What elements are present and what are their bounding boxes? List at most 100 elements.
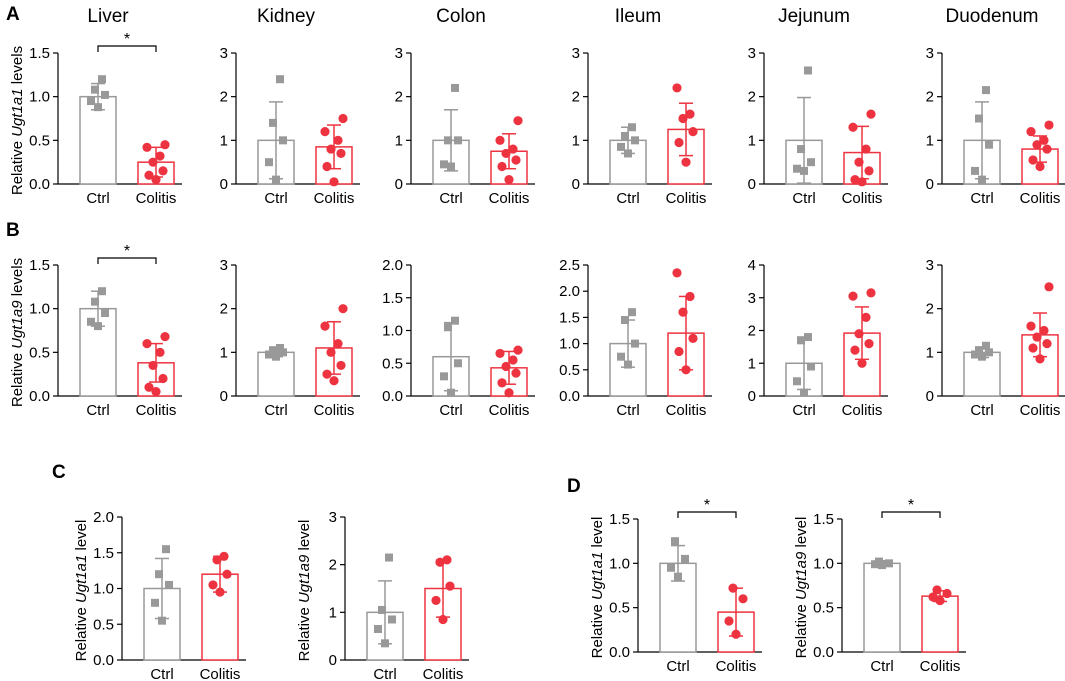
y-axis-label-part: Relative: [296, 603, 313, 661]
y-tick-label: 0.0: [559, 388, 580, 405]
data-point-circle: [333, 135, 343, 145]
x-label-colitis: Colitis: [314, 402, 355, 419]
x-label-colitis: Colitis: [314, 190, 355, 207]
data-point-circle: [442, 555, 452, 565]
y-tick-label: 1: [926, 344, 934, 361]
chart-area: 0.0 0.5 1.0 1.5 Ctrl Colitis * Liver Relative Ug…: [9, 6, 1065, 681]
significance-bracket: [97, 257, 157, 264]
x-label-colitis: Colitis: [200, 666, 241, 681]
data-point-square: [162, 545, 170, 554]
data-point-square: [440, 160, 448, 169]
y-axis-label: Relative Ugt1a1 level: [73, 520, 90, 662]
data-point-circle: [1032, 140, 1042, 150]
data-point-square: [388, 615, 396, 624]
data-point-circle: [928, 592, 938, 602]
data-point-square: [94, 103, 102, 112]
chart-title: Duodenum: [946, 6, 1039, 27]
data-point-circle: [329, 376, 339, 386]
y-axis-label: Relative Ugt1a9 levels: [9, 258, 26, 407]
y-tick-label: 2: [572, 89, 580, 106]
data-point-circle: [864, 339, 874, 349]
chart-1: 0.0 0.5 1.0 1.5 Ctrl Colitis * Liver Relative Ug…: [9, 6, 182, 207]
data-point-square: [269, 346, 277, 355]
data-point-circle: [336, 148, 346, 159]
data-point-square: [971, 166, 979, 175]
y-axis-label: Relative Ugt1a9 level: [793, 517, 810, 659]
chart-15: 0.0 0.5 1.0 1.5 Ctrl Colitis * Relative Ugt1a1 …: [589, 497, 762, 675]
data-point-square: [374, 625, 382, 634]
data-point-circle: [866, 109, 876, 119]
y-tick-label: 1.0: [609, 555, 630, 572]
y-tick-label: 2: [748, 323, 756, 340]
data-point-circle: [329, 177, 339, 187]
y-tick-label: 0: [926, 388, 934, 405]
data-point-circle: [513, 345, 523, 355]
data-point-square: [978, 175, 986, 184]
y-tick-label: 3: [926, 45, 934, 62]
y-tick-label: 0.0: [29, 176, 50, 193]
x-label-ctrl: Ctrl: [86, 190, 109, 207]
data-point-square: [451, 316, 459, 325]
data-point-square: [628, 308, 636, 317]
data-point-circle: [1028, 343, 1038, 353]
chart-title: Liver: [87, 6, 129, 27]
data-point-square: [447, 388, 455, 397]
data-point-circle: [850, 345, 860, 355]
chart-14: 0 1 2 3 Ctrl Colitis Relative Ugt1a9 level: [296, 509, 469, 681]
y-tick-label: 0.5: [559, 362, 580, 379]
data-point-circle: [333, 339, 343, 349]
data-point-circle: [1026, 127, 1036, 137]
data-point-square: [985, 348, 993, 357]
chart-title: Kidney: [257, 6, 316, 27]
data-point-circle: [158, 373, 168, 384]
chart-title: Ileum: [615, 6, 661, 27]
data-point-square: [91, 85, 99, 94]
y-tick-label: 3: [572, 45, 580, 62]
y-tick-label: 1.0: [813, 555, 834, 572]
y-tick-label: 3: [748, 290, 756, 307]
data-point-circle: [151, 175, 161, 185]
data-point-circle: [857, 177, 867, 187]
x-label-ctrl: Ctrl: [666, 658, 689, 675]
chart-title: Jejunum: [778, 6, 850, 27]
data-point-square: [454, 359, 462, 368]
data-point-circle: [148, 157, 158, 167]
y-tick-label: 0: [329, 652, 337, 669]
data-point-circle: [688, 127, 698, 137]
data-point-circle: [148, 360, 158, 371]
data-point-square: [621, 316, 629, 325]
x-label-ctrl: Ctrl: [792, 402, 815, 419]
data-point-circle: [144, 170, 154, 180]
x-label-colitis: Colitis: [716, 658, 757, 675]
x-label-colitis: Colitis: [920, 658, 961, 675]
data-point-square: [631, 339, 639, 348]
bar-ctrl: [863, 562, 901, 653]
y-axis-label-part: Relative: [73, 603, 90, 661]
y-tick-label: 0.5: [813, 600, 834, 617]
data-point-circle: [1042, 339, 1052, 349]
x-label-colitis: Colitis: [666, 190, 707, 207]
y-tick-label: 2.0: [382, 257, 403, 274]
data-point-circle: [674, 346, 684, 357]
data-point-square: [158, 616, 166, 625]
data-point-square: [451, 83, 459, 92]
chart-title: Colon: [436, 6, 486, 27]
y-tick-label: 2.0: [559, 283, 580, 300]
y-axis-label-part: Ugt1a9: [296, 554, 313, 603]
data-point-circle: [338, 304, 348, 314]
data-point-square: [101, 309, 109, 318]
data-point-circle: [935, 595, 945, 606]
y-axis-label-part: Ugt1a9: [793, 551, 810, 600]
y-tick-label: 1.0: [559, 336, 580, 353]
y-tick-label: 2: [926, 89, 934, 106]
y-tick-label: 1: [329, 604, 337, 621]
y-tick-label: 3: [748, 45, 756, 62]
data-point-square: [279, 136, 287, 145]
data-point-circle: [160, 140, 170, 150]
data-point-square: [982, 341, 990, 350]
data-point-square: [617, 142, 625, 151]
data-point-circle: [1032, 332, 1042, 342]
data-point-square: [975, 346, 983, 355]
data-point-square: [151, 598, 159, 607]
data-point-circle: [219, 551, 229, 561]
